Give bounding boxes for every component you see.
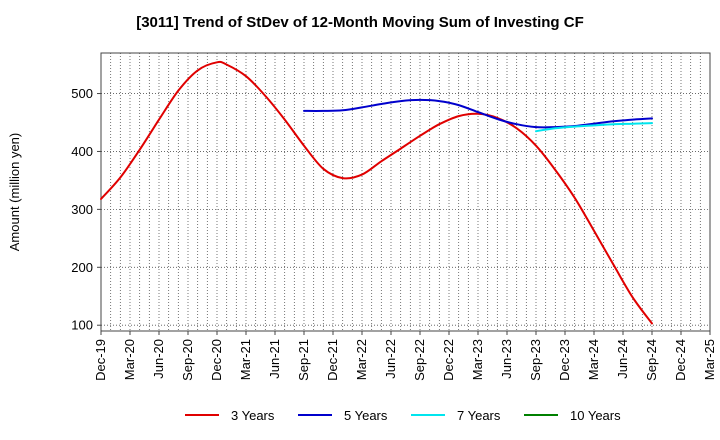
- chart-legend: 3 Years 5 Years 7 Years 10 Years: [0, 405, 720, 425]
- y-tick-label: 400: [71, 144, 93, 159]
- x-tick-label: Mar-25: [702, 339, 717, 380]
- y-tick-label: 100: [71, 318, 93, 333]
- x-tick-label: Dec-23: [557, 339, 572, 381]
- x-tick-label: Jun-21: [267, 339, 282, 379]
- y-tick-label: 300: [71, 202, 93, 217]
- x-tick-label: Sep-24: [644, 339, 659, 381]
- series-line-7-years: [535, 122, 653, 133]
- y-tick-label: 200: [71, 260, 93, 275]
- legend-label: 5 Years: [344, 407, 388, 423]
- series-line-5-years: [303, 98, 653, 129]
- y-axis-label: Amount (million yen): [7, 133, 22, 252]
- legend-label: 10 Years: [570, 407, 621, 423]
- legend-label: 3 Years: [231, 407, 275, 423]
- legend-item-5-years: 5 Years: [298, 405, 387, 425]
- legend-item-7-years: 7 Years: [411, 405, 500, 425]
- x-tick-label: Mar-23: [470, 339, 485, 380]
- x-tick-label: Mar-20: [122, 339, 137, 380]
- x-tick-label: Sep-20: [180, 339, 195, 381]
- x-tick-label: Jun-22: [383, 339, 398, 379]
- series-line-3-years: [100, 60, 653, 325]
- x-tick-label: Jun-20: [151, 339, 166, 379]
- legend-label: 7 Years: [457, 407, 501, 423]
- x-tick-label: Sep-21: [296, 339, 311, 381]
- legend-item-3-years: 3 Years: [185, 405, 274, 425]
- x-tick-label: Jun-24: [615, 339, 630, 379]
- x-tick-label: Jun-23: [499, 339, 514, 379]
- plot-frame: [100, 52, 711, 332]
- x-tick-label: Mar-21: [238, 339, 253, 380]
- legend-swatch-3-years: [185, 414, 219, 416]
- x-tick-label: Dec-22: [441, 339, 456, 381]
- chart-title: [3011] Trend of StDev of 12-Month Moving…: [136, 14, 584, 31]
- x-tick-label: Dec-20: [209, 339, 224, 381]
- x-tick-label: Mar-24: [586, 339, 601, 380]
- y-tick-label: 500: [71, 86, 93, 101]
- legend-item-10-years: 10 Years: [524, 405, 621, 425]
- x-tick-label: Dec-24: [673, 339, 688, 381]
- x-tick-label: Mar-22: [354, 339, 369, 380]
- x-tick-label: Dec-21: [325, 339, 340, 381]
- x-tick-label: Sep-22: [412, 339, 427, 381]
- x-tick-label: Dec-19: [93, 339, 108, 381]
- legend-swatch-10-years: [524, 414, 558, 416]
- legend-swatch-7-years: [411, 414, 445, 416]
- x-tick-label: Sep-23: [528, 339, 543, 381]
- legend-swatch-5-years: [298, 414, 332, 416]
